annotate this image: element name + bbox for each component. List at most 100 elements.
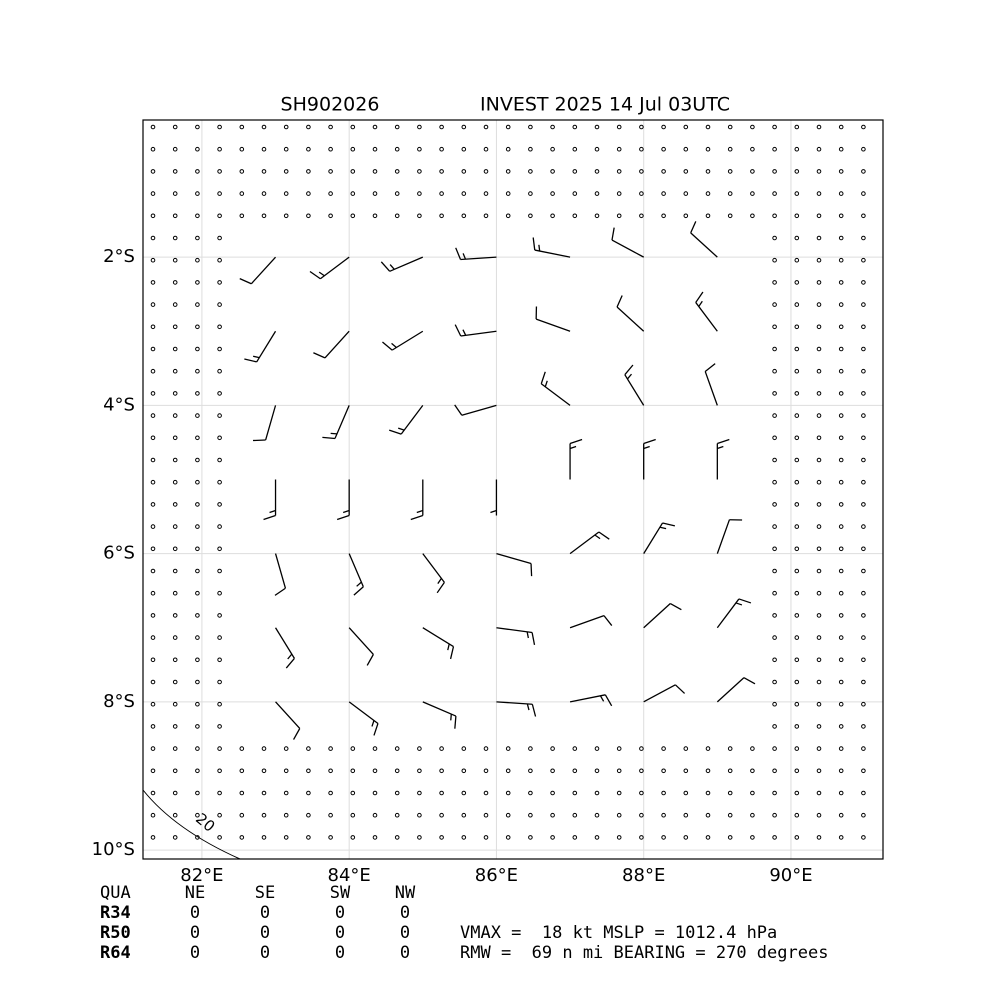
barb-feather (594, 534, 601, 540)
barb-feather (285, 657, 295, 669)
table-header: SW (330, 883, 351, 903)
calm-dot (838, 790, 844, 796)
calm-dot (838, 657, 844, 663)
calm-dot (417, 835, 422, 840)
barb-shaft (348, 553, 364, 587)
calm-dot (861, 235, 866, 241)
barb-feather (449, 646, 455, 660)
calm-dot (483, 746, 489, 751)
x-tick-label: 86°E (475, 865, 518, 886)
calm-dot (483, 169, 489, 174)
barb-feather (274, 587, 286, 596)
calm-dot (750, 191, 755, 196)
calm-dot (150, 546, 156, 552)
calm-dot (217, 613, 222, 618)
barb-feather (717, 445, 724, 450)
calm-dot (217, 191, 222, 196)
calm-dot (172, 768, 178, 774)
calm-dot (816, 169, 822, 174)
calm-dot (772, 679, 777, 685)
calm-dot (683, 213, 689, 219)
barb-feather (269, 509, 276, 514)
calm-dot (283, 790, 289, 796)
calm-dot (261, 191, 267, 196)
wind-barb (410, 479, 424, 521)
calm-dot (550, 812, 555, 818)
calm-dot (372, 835, 378, 840)
calm-dot (838, 568, 844, 574)
wind-barb (348, 627, 374, 666)
calm-dot (328, 812, 333, 818)
calm-dot (195, 613, 200, 618)
calm-dot (816, 257, 822, 263)
calm-dot (661, 768, 666, 774)
calm-dot (150, 346, 156, 352)
barb-shaft (422, 701, 457, 717)
calm-dot (328, 213, 333, 219)
calm-dot (639, 768, 644, 774)
calm-dot (350, 768, 356, 774)
calm-dot (838, 169, 844, 174)
table-cell: R34 (100, 903, 131, 923)
calm-dot (683, 768, 689, 774)
table-header: SE (255, 883, 275, 903)
calm-dot (816, 324, 822, 330)
calm-dot (483, 213, 489, 219)
barb-feather (366, 654, 374, 666)
barb-shaft (569, 694, 606, 703)
calm-dot (505, 191, 511, 196)
barb-feather (530, 563, 533, 577)
calm-dot (328, 835, 333, 840)
wind-barb (388, 404, 424, 435)
calm-dot (528, 169, 533, 174)
calm-dot (838, 302, 844, 307)
calm-dot (861, 257, 866, 263)
calm-dot (594, 146, 600, 152)
wind-barb (309, 256, 350, 280)
wind-barb (382, 330, 424, 351)
calm-points (150, 124, 866, 840)
calm-dot (283, 191, 289, 196)
calm-dot (150, 391, 156, 396)
calm-dot (350, 146, 356, 152)
calm-dot (816, 213, 822, 219)
calm-dot (350, 191, 356, 196)
barb-shaft (569, 531, 600, 555)
calm-dot (572, 146, 578, 152)
barb-shaft (540, 383, 571, 406)
wind-barb (348, 553, 364, 596)
calm-dot (394, 191, 400, 196)
calm-dot (528, 835, 533, 840)
barb-shaft (461, 404, 497, 416)
calm-dot (172, 368, 178, 374)
calm-dot (150, 368, 156, 374)
calm-dot (372, 124, 378, 130)
calm-dot (594, 746, 600, 751)
calm-dot (172, 280, 178, 285)
table-cell: 0 (335, 923, 345, 943)
calm-dot (172, 435, 178, 441)
calm-dot (461, 146, 467, 152)
wind-barb (643, 602, 682, 629)
calm-dot (816, 302, 822, 307)
calm-dot (372, 746, 378, 751)
calm-dot (816, 124, 822, 130)
calm-dot (661, 146, 666, 152)
calm-dot (195, 746, 200, 751)
calm-dot (705, 146, 711, 152)
wind-barb (532, 237, 571, 258)
calm-dot (172, 502, 178, 507)
barb-feather (462, 253, 467, 260)
calm-dot (572, 790, 578, 796)
calm-dot (683, 746, 689, 751)
calm-dot (217, 213, 222, 219)
calm-dot (772, 479, 777, 485)
calm-dot (572, 213, 578, 219)
calm-dot (861, 413, 866, 418)
calm-dot (816, 768, 822, 774)
barb-shaft (274, 627, 295, 659)
calm-dot (217, 724, 222, 729)
calm-dot (439, 746, 444, 751)
